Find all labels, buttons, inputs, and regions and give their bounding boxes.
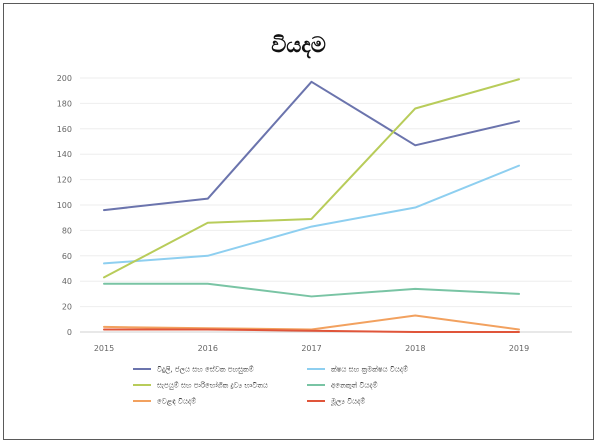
y-tick-label: 200 bbox=[57, 74, 72, 83]
x-tick-label-2018: 2018 bbox=[405, 344, 425, 353]
chart-title: වියදම bbox=[271, 33, 326, 57]
series-line-3 bbox=[103, 78, 520, 279]
legend-label-1: විදුලි, ජලය සහ සේවක පහසුකම් bbox=[157, 365, 254, 374]
chart-frame bbox=[3, 3, 594, 440]
x-tick-label-2015: 2015 bbox=[94, 344, 114, 353]
series-line-6 bbox=[103, 328, 520, 333]
y-tick-label: 120 bbox=[57, 176, 72, 185]
legend-label-4: අනෙකුත් වියදම් bbox=[331, 381, 378, 390]
x-tick-label-2019: 2019 bbox=[509, 344, 529, 353]
y-tick-label: 140 bbox=[57, 150, 72, 159]
series-line-5 bbox=[103, 314, 520, 331]
y-tick-label: 60 bbox=[62, 252, 72, 261]
y-tick-label: 20 bbox=[62, 303, 72, 312]
legend-label-6: මූල්‍ය වියදම් bbox=[331, 398, 365, 407]
y-tick-label: 100 bbox=[57, 201, 72, 210]
x-tick-label-2017: 2017 bbox=[301, 344, 321, 353]
y-tick-label: 0 bbox=[67, 328, 72, 337]
legend-label-3: සැපයුම් සහ පාරිභෝගික ද්‍රව්‍ය භාවිතය bbox=[157, 381, 268, 391]
y-tick-label: 180 bbox=[57, 99, 72, 108]
x-tick-label-2016: 2016 bbox=[198, 344, 218, 353]
series-line-2 bbox=[103, 164, 520, 265]
legend-label-5: වෙළඳ වියදම් bbox=[157, 398, 196, 406]
series-line-4 bbox=[103, 282, 520, 298]
legend-label-2: ක්ෂය සහ ක්‍රමක්ෂය වියදම් bbox=[331, 365, 408, 374]
y-tick-label: 40 bbox=[62, 277, 72, 286]
y-tick-label: 160 bbox=[57, 125, 72, 134]
y-tick-label: 80 bbox=[62, 226, 72, 235]
series-line-1 bbox=[103, 80, 520, 212]
